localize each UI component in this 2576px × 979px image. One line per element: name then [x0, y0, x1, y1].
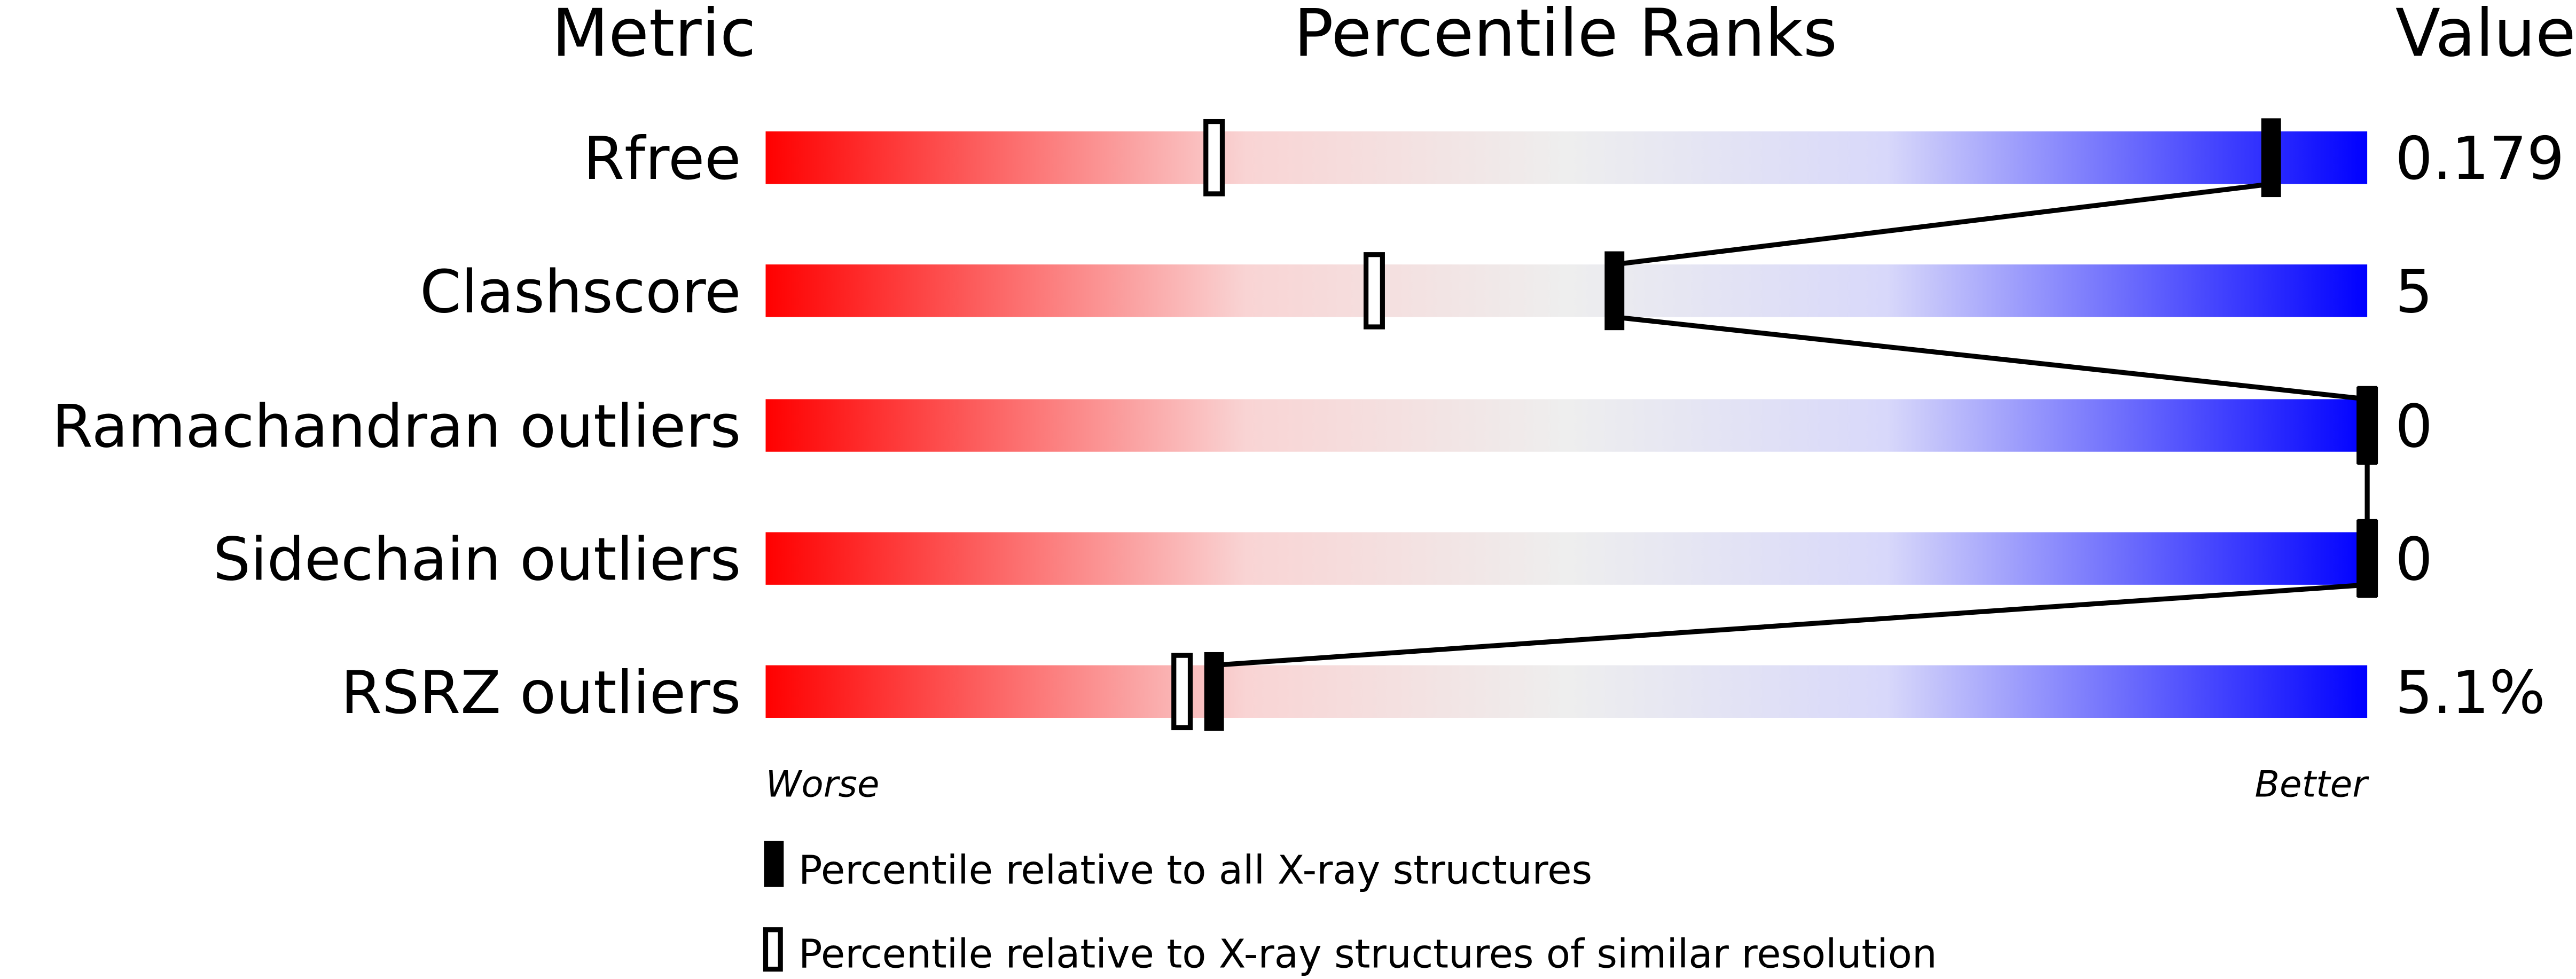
metric-label: Rfree: [583, 124, 741, 193]
similar-resolution-marker: [1203, 119, 1225, 197]
legend-filled-marker: [764, 841, 784, 887]
percentile-bar: [765, 264, 2368, 317]
legend-filled-label: Percentile relative to all X-ray structu…: [798, 848, 1592, 894]
value-label: 0: [2395, 526, 2432, 594]
header-value: Value: [2395, 0, 2576, 72]
percentile-bar: [765, 399, 2368, 452]
connector-line: [1614, 314, 2368, 402]
metric-label: Sidechain outliers: [213, 526, 741, 594]
metric-label: RSRZ outliers: [341, 659, 741, 727]
connector-line: [1614, 181, 2272, 267]
legend-open-marker: [763, 927, 783, 972]
percentile-bar: [765, 665, 2368, 718]
all-structures-marker: [2261, 118, 2281, 198]
value-label: 5.1%: [2395, 659, 2545, 727]
legend-open-label: Percentile relative to X-ray structures …: [798, 931, 1937, 977]
all-structures-marker: [2357, 519, 2377, 598]
similar-resolution-marker: [1363, 252, 1385, 330]
percentile-bar: [765, 131, 2368, 184]
percentile-bar: [765, 532, 2368, 585]
all-structures-marker: [1604, 251, 1625, 331]
header-metric: Metric: [552, 0, 756, 72]
all-structures-marker: [2357, 386, 2377, 465]
value-label: 5: [2395, 257, 2432, 326]
metric-label: Clashscore: [420, 257, 741, 326]
axis-label-better: Better: [2255, 763, 2370, 805]
connector-line: [1213, 582, 2368, 668]
value-label: 0: [2395, 393, 2432, 461]
value-label: 0.179: [2395, 124, 2564, 193]
similar-resolution-marker: [1171, 653, 1193, 731]
all-structures-marker: [1204, 652, 1224, 731]
metric-label: Ramachandran outliers: [52, 393, 741, 461]
axis-label-worse: Worse: [765, 763, 879, 805]
header-percentile: Percentile Ranks: [1294, 0, 1837, 72]
